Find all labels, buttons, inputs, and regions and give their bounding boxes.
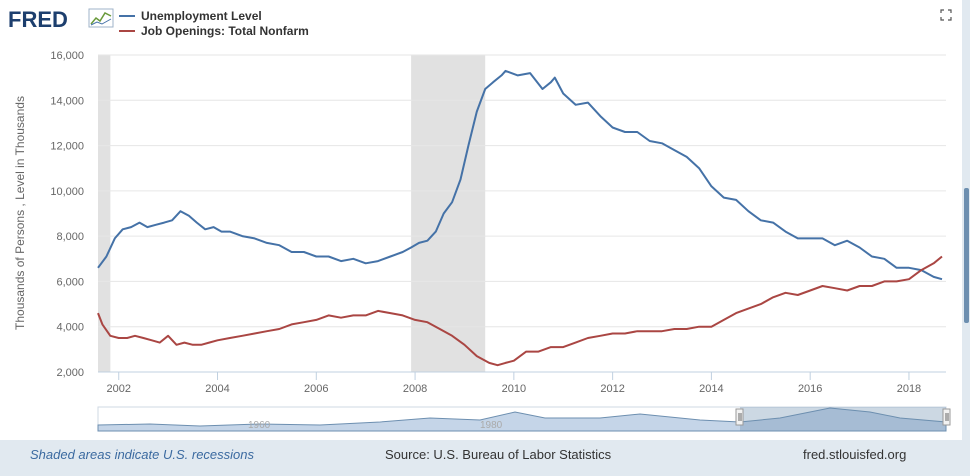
navigator-right-handle[interactable] bbox=[942, 408, 951, 426]
navigator-selection bbox=[740, 407, 946, 431]
x-tick-label: 2018 bbox=[897, 383, 921, 395]
series-lines bbox=[97, 69, 943, 367]
x-axis: 2002 2004 2006 2008 2010 2012 2014 2016 2018 bbox=[98, 371, 946, 395]
x-tick-label: 2014 bbox=[699, 383, 723, 395]
page-scrollbar-thumb[interactable] bbox=[964, 188, 969, 323]
y-tick-label: 12,000 bbox=[50, 141, 84, 153]
y-tick-label: 2,000 bbox=[56, 367, 84, 379]
gridlines bbox=[98, 54, 946, 373]
y-tick-label: 16,000 bbox=[50, 50, 84, 62]
y-tick-label: 8,000 bbox=[56, 231, 84, 243]
recession-band-1 bbox=[411, 55, 486, 372]
chart: FRED Unemployment Level Job Openings: To… bbox=[8, 7, 952, 432]
y-tick-label: 6,000 bbox=[56, 276, 84, 288]
chart-panel: FRED Unemployment Level Job Openings: To… bbox=[0, 0, 962, 440]
recession-band-0 bbox=[98, 55, 111, 372]
navigator[interactable]: 1960 1980 bbox=[97, 406, 951, 432]
fred-graph-icon bbox=[88, 8, 114, 28]
x-tick-label: 2008 bbox=[403, 383, 427, 395]
recession-bands bbox=[98, 55, 486, 372]
x-tick-label: 2010 bbox=[502, 383, 526, 395]
series-line-0 bbox=[97, 69, 943, 281]
x-tick-label: 2012 bbox=[600, 383, 624, 395]
y-tick-label: 4,000 bbox=[56, 322, 84, 334]
navigator-label-1960: 1960 bbox=[248, 420, 271, 431]
y-tick-label: 10,000 bbox=[50, 186, 84, 198]
x-tick-label: 2002 bbox=[107, 383, 131, 395]
x-tick-label: 2016 bbox=[798, 383, 822, 395]
fred-link[interactable]: fred.stlouisfed.org bbox=[803, 447, 907, 462]
y-axis-label: Thousands of Persons , Level in Thousand… bbox=[13, 96, 27, 330]
legend-label-job-openings: Job Openings: Total Nonfarm bbox=[141, 24, 309, 38]
navigator-left-handle[interactable] bbox=[735, 408, 744, 426]
x-tick-label: 2006 bbox=[304, 383, 328, 395]
series-line-1 bbox=[97, 255, 943, 367]
y-axis: 2,000 4,000 6,000 8,000 10,000 12,000 14,000 16… bbox=[50, 50, 84, 379]
recession-note: Shaded areas indicate U.S. recessions bbox=[30, 447, 255, 462]
navigator-series bbox=[97, 407, 947, 432]
fred-logo[interactable]: FRED bbox=[8, 7, 114, 32]
x-tick-label: 2004 bbox=[205, 383, 229, 395]
legend-label-unemployment: Unemployment Level bbox=[141, 9, 262, 23]
navigator-label-1980: 1980 bbox=[480, 420, 503, 431]
fred-logo-text: FRED bbox=[8, 7, 68, 32]
y-tick-label: 14,000 bbox=[50, 95, 84, 107]
source-text: Source: U.S. Bureau of Labor Statistics bbox=[385, 447, 612, 462]
legend: Unemployment Level Job Openings: Total N… bbox=[119, 9, 309, 38]
fullscreen-icon[interactable] bbox=[940, 9, 952, 21]
